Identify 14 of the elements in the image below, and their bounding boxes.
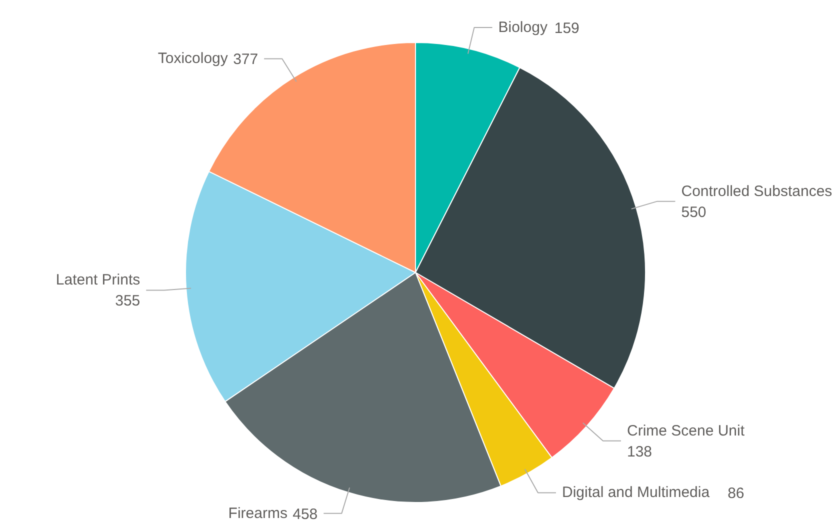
slice-label: Digital and Multimedia xyxy=(562,484,710,502)
data-label: 377 xyxy=(233,51,258,68)
slice-label: Biology xyxy=(498,18,548,36)
slice-label: Crime Scene Unit xyxy=(626,422,746,440)
data-label: 159 xyxy=(554,20,580,37)
data-label: 138 xyxy=(626,443,652,460)
data-label: 458 xyxy=(292,506,318,523)
data-label: 550 xyxy=(681,204,706,221)
slice-label: Toxicology xyxy=(158,50,228,68)
data-label: 355 xyxy=(115,292,140,310)
slice-label: Firearms xyxy=(228,504,288,522)
slice-label: Latent Prints xyxy=(56,272,140,289)
data-label: 86 xyxy=(728,485,744,502)
slice-label: Controlled Substances xyxy=(681,182,832,200)
